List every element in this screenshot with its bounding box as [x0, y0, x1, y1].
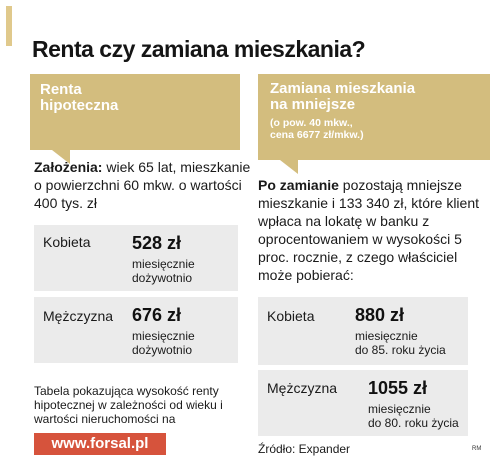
note-line2: dożywotnio [132, 343, 193, 357]
note-line1: miesięcznie [355, 329, 418, 343]
amount-note: miesięcznie do 80. roku życia [368, 402, 459, 430]
note-line1: miesięcznie [132, 257, 195, 271]
right-subheading-line2: cena 6677 zł/mkw.) [270, 129, 364, 141]
note-line2: do 85. roku życia [355, 343, 446, 357]
note-line2: do 80. roku życia [368, 416, 459, 430]
amount-note: miesięcznie do 85. roku życia [355, 329, 446, 357]
right-description-text: pozostają mniejsze mieszkanie i 133 340 … [258, 177, 479, 283]
left-assumptions-label: Założenia: [34, 159, 103, 175]
right-heading-line1: Zamiana mieszkania [270, 80, 416, 97]
amount-value: 1055 zł [368, 378, 428, 398]
corner-accent-bar [6, 6, 12, 46]
right-row-man: Mężczyzna 1055 zł miesięcznie do 80. roku… [258, 370, 468, 436]
right-heading-bubble: Zamiana mieszkania na mniejsze (o pow. 4… [258, 74, 490, 174]
source-note: Źródło: Expander [258, 442, 351, 456]
note-line2: dożywotnio [132, 271, 193, 285]
right-description-label: Po zamianie [258, 177, 339, 193]
amount-note: miesięcznie dożywotnio [132, 329, 195, 357]
left-assumptions-text: wiek 65 lat, mieszkanie o powierzchni 60… [34, 159, 251, 211]
amount-value: 676 zł [132, 305, 182, 325]
gender-label: Mężczyzna [43, 308, 114, 324]
table-footnote: Tabela pokazująca wysokość renty hipotec… [34, 384, 223, 426]
left-assumptions: Założenia: wiek 65 lat, mieszkanie o pow… [34, 158, 254, 212]
forsal-link[interactable]: www.forsal.pl [34, 433, 166, 455]
right-row-woman: Kobieta 880 zł miesięcznie do 85. roku ży… [258, 297, 468, 365]
note-line1: miesięcznie [368, 402, 431, 416]
left-heading-line2: hipoteczna [40, 97, 119, 114]
right-description: Po zamianie pozostają mniejsze mieszkani… [258, 176, 494, 284]
page-title: Renta czy zamiana mieszkania? [32, 36, 366, 62]
left-heading-bubble: Renta hipoteczna [30, 74, 240, 164]
right-heading-line2: na mniejsze [270, 96, 356, 113]
amount-value: 880 zł [355, 305, 405, 325]
right-subheading-line1: (o pow. 40 mkw., [270, 117, 353, 129]
note-line1: miesięcznie [132, 329, 195, 343]
bubble-tail [280, 160, 298, 174]
author-credit: RM [472, 446, 482, 452]
amount-value: 528 zł [132, 233, 182, 253]
amount-note: miesięcznie dożywotnio [132, 257, 195, 285]
bubble-tail [52, 150, 70, 164]
gender-label: Kobieta [267, 308, 315, 324]
left-heading-line1: Renta [40, 81, 82, 98]
gender-label: Mężczyzna [267, 380, 338, 396]
left-row-man: Mężczyzna 676 zł miesięcznie dożywotnio [34, 297, 238, 363]
gender-label: Kobieta [43, 234, 91, 250]
left-row-woman: Kobieta 528 zł miesięcznie dożywotnio [34, 225, 238, 291]
